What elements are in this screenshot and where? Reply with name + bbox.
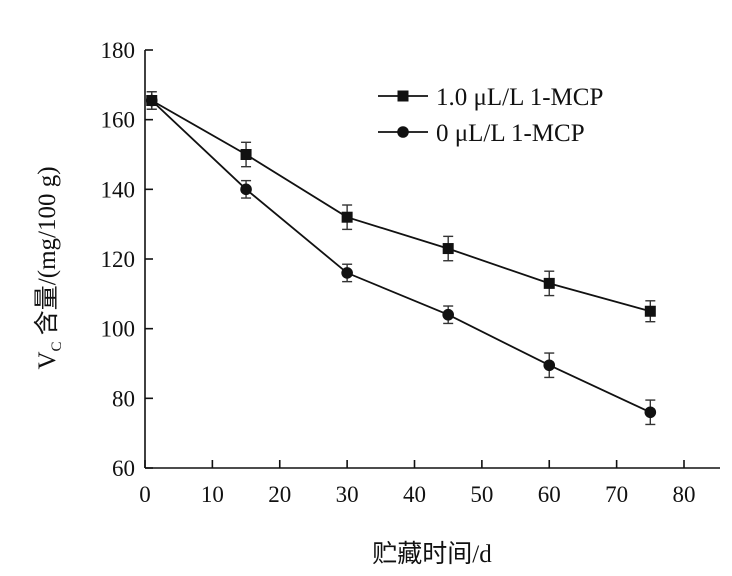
data-point (644, 406, 657, 419)
data-point (543, 277, 555, 289)
data-point (543, 359, 556, 372)
series-line (151, 99, 651, 313)
series-2 (145, 91, 657, 426)
x-axis-label: 贮藏时间/d (372, 540, 492, 568)
legend-entry-2: 0 μL/L 1-MCP (378, 120, 585, 147)
data-point (341, 267, 353, 279)
x-tick-label: 80 (673, 482, 696, 507)
y-axis-label-rest: 含量/(mg/100 g) (33, 166, 61, 341)
data-point (442, 243, 454, 255)
data-point (145, 94, 158, 107)
y-tick-label: 180 (101, 38, 136, 63)
y-axis-label-main: V (34, 351, 61, 369)
ticks: 0 10 20 30 40 50 60 70 80 60 80 100 120 140 160 180 (101, 38, 696, 507)
y-tick-label: 60 (112, 456, 135, 481)
series-line (151, 99, 651, 414)
x-tick-label: 20 (268, 482, 291, 507)
legend-marker (397, 126, 409, 138)
series-layer (145, 91, 657, 426)
x-tick-label: 70 (605, 482, 628, 507)
x-tick-label: 0 (139, 482, 151, 507)
x-tick-label: 10 (201, 482, 224, 507)
x-tick-label: 50 (470, 482, 493, 507)
legend: 1.0 μL/L 1-MCP 0 μL/L 1-MCP (378, 84, 603, 147)
y-tick-label: 80 (112, 386, 135, 411)
y-tick-label: 140 (101, 177, 136, 202)
legend-label: 0 μL/L 1-MCP (436, 120, 585, 147)
data-point (442, 308, 454, 321)
x-tick-label: 30 (336, 482, 359, 507)
x-tick-label: 60 (538, 482, 561, 507)
data-point (644, 305, 656, 317)
y-tick-label: 160 (101, 108, 136, 133)
legend-entry-1: 1.0 μL/L 1-MCP (378, 84, 603, 111)
data-point (240, 183, 252, 196)
data-point (341, 211, 353, 223)
y-axis-label: VC 含量/(mg/100 g) (33, 166, 65, 369)
data-point (240, 149, 252, 160)
y-axis-label-sub: C (49, 341, 65, 351)
legend-marker (397, 90, 409, 102)
x-tick-label: 40 (403, 482, 426, 507)
legend-label: 1.0 μL/L 1-MCP (436, 84, 603, 111)
y-tick-label: 100 (101, 317, 136, 342)
y-tick-label: 120 (101, 247, 136, 272)
